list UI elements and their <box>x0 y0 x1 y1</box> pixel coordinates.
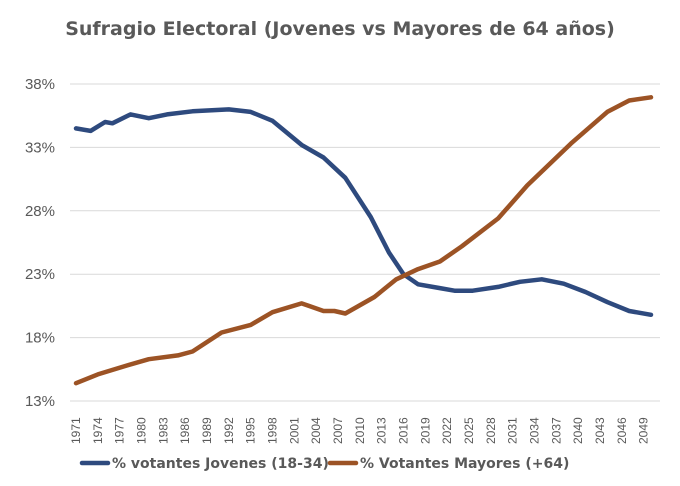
x-tick-label: 2028 <box>484 417 498 444</box>
y-tick-label: 38% <box>25 76 55 93</box>
x-tick-label: 2049 <box>637 417 651 444</box>
x-tick-label: 2034 <box>528 417 542 444</box>
gridlines <box>70 83 660 402</box>
x-tick-label: 2037 <box>549 417 563 444</box>
x-tick-label: 1980 <box>135 417 149 444</box>
series-line-0 <box>73 107 654 318</box>
x-tick-label: 1992 <box>222 417 236 444</box>
x-tick-label: 1989 <box>200 417 214 444</box>
x-axis-ticks: 1971 1974 1977 1980 1983 1986 1989 1992 1995 1998… <box>69 417 651 444</box>
legend-label-1: % Votantes Mayores (+64) <box>360 456 569 472</box>
x-tick-label: 1995 <box>244 417 258 444</box>
y-tick-label: 28% <box>25 203 55 220</box>
x-tick-label: 1974 <box>91 417 105 444</box>
x-tick-label: 2031 <box>506 417 520 444</box>
series-lines <box>73 95 654 386</box>
x-tick-label: 2010 <box>353 417 367 444</box>
x-tick-label: 1983 <box>156 417 170 444</box>
x-tick-label: 2043 <box>593 417 607 444</box>
x-tick-label: 2022 <box>440 417 454 444</box>
y-axis-ticks: 13% 18% 23% 28% 33% 38% <box>25 76 55 410</box>
x-tick-label: 2013 <box>375 417 389 444</box>
x-tick-label: 2046 <box>615 417 629 444</box>
x-tick-label: 2004 <box>309 417 323 444</box>
x-tick-label: 1971 <box>69 417 83 444</box>
legend: % votantes Jovenes (18-34) % Votantes May… <box>79 456 569 472</box>
y-tick-label: 13% <box>25 393 55 410</box>
x-tick-label: 1998 <box>266 417 280 444</box>
series-line-1 <box>73 95 654 386</box>
y-tick-label: 33% <box>25 139 55 156</box>
x-tick-label: 2001 <box>287 417 301 444</box>
chart-title: Sufragio Electoral (Jovenes vs Mayores d… <box>65 18 615 40</box>
x-tick-label: 2019 <box>418 417 432 444</box>
x-tick-label: 1977 <box>113 417 127 444</box>
legend-label-0: % votantes Jovenes (18-34) <box>112 456 329 472</box>
x-tick-label: 2016 <box>397 417 411 444</box>
y-tick-label: 23% <box>25 266 55 283</box>
x-tick-label: 2025 <box>462 417 476 444</box>
x-tick-label: 1986 <box>178 417 192 444</box>
x-tick-label: 2007 <box>331 417 345 444</box>
y-tick-label: 18% <box>25 330 55 347</box>
x-tick-label: 2040 <box>571 417 585 444</box>
